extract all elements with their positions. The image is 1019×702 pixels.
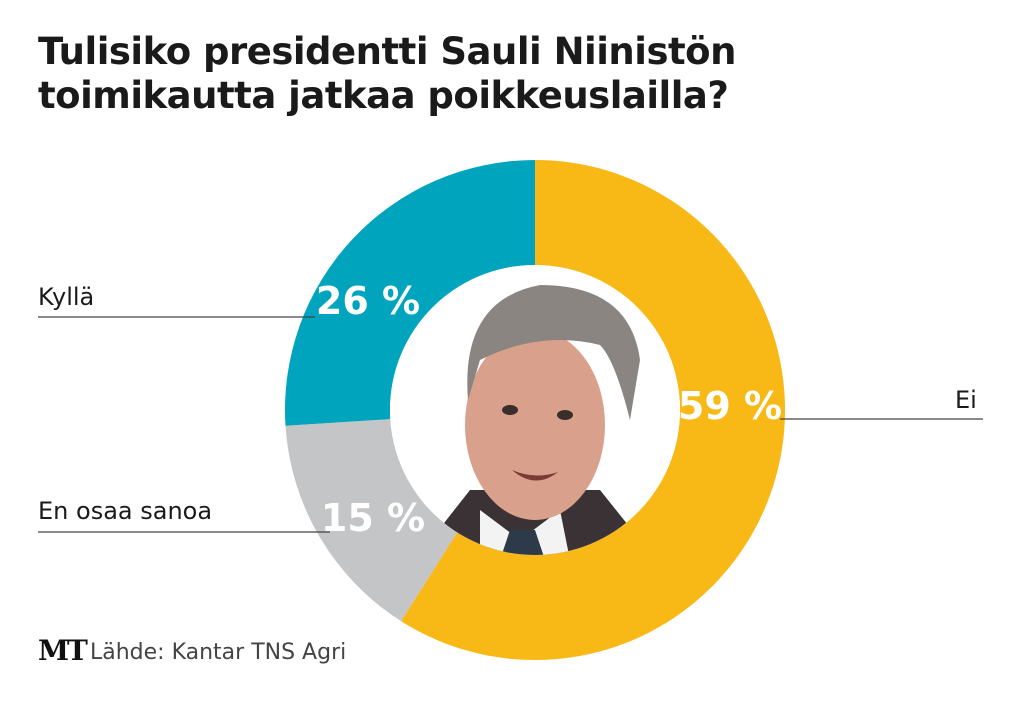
donut-slice-kylla <box>284 160 535 426</box>
value-label: 15 % <box>321 496 425 540</box>
donut-slice-en-osaa-sanoa <box>285 419 458 622</box>
chart-title: Tulisiko presidentti Sauli Niinistön toi… <box>38 30 736 117</box>
mt-logo: MT <box>38 634 88 667</box>
value-label: 59 % <box>678 384 782 428</box>
legend-label-kylla: Kyllä <box>38 283 95 311</box>
legend-label-en-osaa-sanoa: En osaa sanoa <box>38 497 213 525</box>
donut-slice-ei <box>401 160 786 661</box>
portrait-photo <box>390 265 680 555</box>
legend-label-ei: Ei <box>955 386 977 414</box>
source-note: Lähde: Kantar TNS Agri <box>90 640 347 665</box>
value-label: 26 % <box>316 279 420 323</box>
